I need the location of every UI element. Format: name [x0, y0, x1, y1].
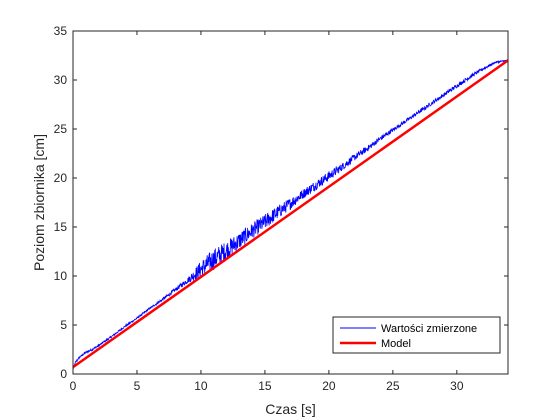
x-tick-label: 25: [386, 379, 400, 393]
ticks-layer: 0 5 10 15 20 25 30 0 5 10 15 20 25 30 35: [54, 24, 508, 393]
series-layer: [72, 59, 509, 370]
y-axis-title: Poziom zbiornika [cm]: [31, 134, 47, 271]
series-line-model: [72, 59, 509, 369]
y-tick-label: 30: [54, 73, 68, 87]
x-tick-label: 30: [450, 379, 464, 393]
plot-frame: [72, 30, 509, 375]
y-tick-label: 10: [54, 269, 68, 283]
x-tick-label: 5: [134, 379, 141, 393]
legend-box: [332, 316, 501, 354]
legend: Wartości zmierzone Model: [332, 316, 501, 354]
x-tick-label: 15: [258, 379, 272, 393]
y-tick-label: 35: [54, 24, 68, 38]
x-tick-label: 0: [70, 379, 77, 393]
y-tick-label: 20: [54, 171, 68, 185]
x-axis-title: Czas [s]: [265, 401, 316, 417]
x-tick-label: 20: [322, 379, 336, 393]
legend-label-measured: Wartości zmierzone: [381, 323, 477, 335]
y-tick-label: 0: [60, 367, 67, 381]
series-line-measured: [72, 59, 509, 370]
y-tick-label: 25: [54, 122, 68, 136]
y-tick-label: 5: [60, 318, 67, 332]
legend-label-model: Model: [381, 338, 411, 350]
y-tick-label: 15: [54, 220, 68, 234]
x-tick-label: 10: [194, 379, 208, 393]
